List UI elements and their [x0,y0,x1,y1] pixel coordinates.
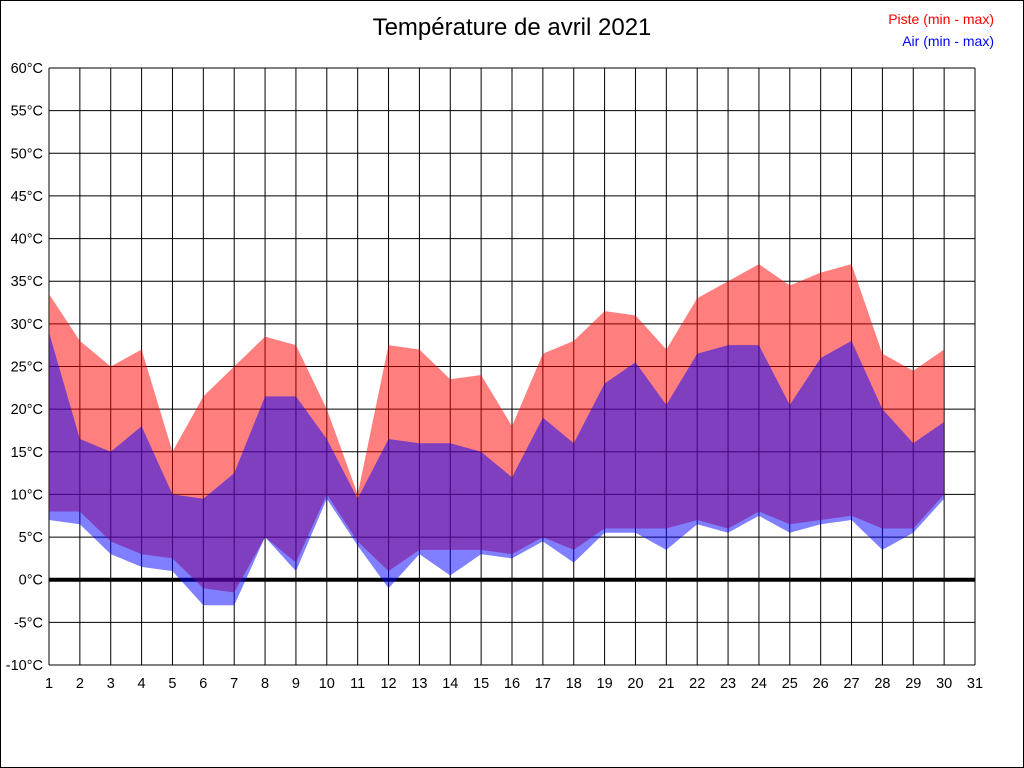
y-tick-label: 10°C [11,487,43,503]
x-tick-label: 16 [504,676,520,692]
legend: Piste (min - max) Air (min - max) [888,8,994,52]
x-tick-label: 6 [199,676,207,692]
x-tick-label: 19 [597,676,613,692]
y-tick-label: -5°C [14,615,43,631]
legend-air-label: Air (min - max) [902,33,994,49]
x-tick-label: 7 [230,676,238,692]
x-tick-label: 8 [261,676,269,692]
x-tick-label: 27 [843,676,859,692]
x-tick-label: 21 [658,676,674,692]
x-tick-label: 4 [138,676,146,692]
y-tick-label: 60°C [11,61,43,77]
x-tick-label: 28 [874,676,890,692]
y-tick-label: 45°C [11,189,43,205]
x-tick-label: 5 [168,676,176,692]
x-tick-label: 3 [107,676,115,692]
y-tick-label: 35°C [11,274,43,290]
legend-piste-label: Piste (min - max) [888,11,994,27]
x-tick-label: 30 [936,676,952,692]
x-tick-label: 15 [473,676,489,692]
y-tick-label: 30°C [11,317,43,333]
x-tick-label: 9 [292,676,300,692]
y-tick-label: 5°C [19,530,43,546]
x-tick-label: 24 [751,676,767,692]
y-tick-label: 0°C [19,573,43,589]
y-tick-label: 50°C [11,146,43,162]
x-tick-label: 20 [627,676,643,692]
x-tick-label: 10 [319,676,335,692]
y-tick-label: 55°C [11,104,43,120]
x-tick-label: 23 [720,676,736,692]
y-tick-label: 20°C [11,402,43,418]
chart-title: Température de avril 2021 [372,14,652,41]
x-axis-tick-labels: 1 2 3 4 5 6 7 8 9 10 11 12 13 14 15 16 17 18 19 20 21 22 23 24 2… [45,676,983,692]
y-axis-tick-labels: -10°C -5°C 0°C 5°C 10°C 15°C 20°C 25°C 30°C 35°C 4… [6,61,43,674]
x-tick-label: 1 [45,676,53,692]
x-tick-label: 17 [535,676,551,692]
x-tick-label: 26 [813,676,829,692]
air-band [49,332,945,606]
x-tick-label: 2 [76,676,84,692]
x-tick-label: 14 [442,676,458,692]
y-tick-label: 40°C [11,232,43,248]
y-tick-label: 15°C [11,445,43,461]
y-tick-label: -10°C [6,658,43,674]
x-tick-label: 31 [967,676,983,692]
x-tick-label: 22 [689,676,705,692]
x-tick-label: 12 [380,676,396,692]
y-tick-label: 25°C [11,360,43,376]
x-tick-label: 11 [350,676,365,692]
x-tick-label: 13 [411,676,427,692]
x-tick-label: 29 [905,676,921,692]
x-tick-label: 25 [782,676,798,692]
x-tick-label: 18 [566,676,582,692]
